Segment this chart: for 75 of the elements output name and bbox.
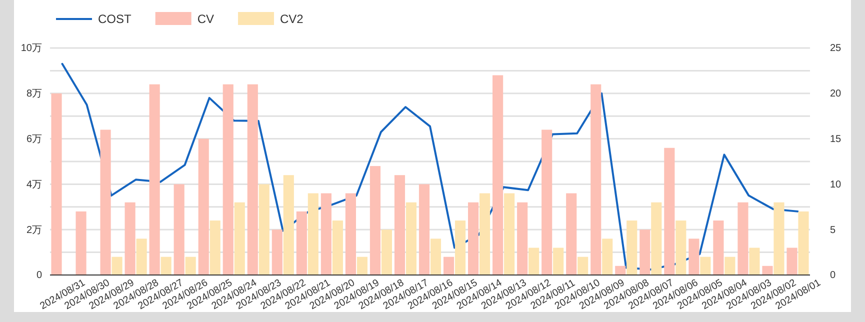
y-tick-label: 4万 [26, 179, 42, 190]
bar [774, 202, 784, 275]
y-tick-label: 2万 [26, 224, 42, 236]
bar [234, 202, 245, 275]
bar [381, 230, 392, 275]
bar [430, 238, 442, 275]
bar [553, 248, 564, 275]
bar [418, 184, 430, 275]
bar [517, 202, 528, 275]
bar [320, 193, 332, 275]
y2-tick-label: 10 [830, 179, 842, 190]
bar [406, 202, 417, 275]
bar [640, 230, 650, 275]
bar [76, 211, 86, 275]
bar [198, 138, 209, 275]
bar [504, 193, 515, 275]
bar [174, 184, 184, 275]
y2-tick-label: 25 [830, 43, 842, 54]
bar [798, 211, 809, 275]
y-tick-label: 10万 [20, 43, 42, 54]
bar [112, 256, 122, 275]
y-tick-label: 8万 [26, 88, 42, 100]
bar [283, 175, 294, 275]
y2-tick-label: 5 [830, 224, 836, 236]
bar [664, 148, 675, 275]
bar [479, 193, 490, 275]
bar [528, 248, 540, 275]
bar [443, 256, 454, 275]
y2-tick-label: 0 [830, 270, 836, 282]
bar [100, 130, 111, 275]
bar [149, 84, 160, 275]
bar [370, 166, 381, 275]
y-tick-label: 6万 [26, 134, 42, 145]
legend-label: CV [197, 12, 214, 26]
bar [724, 256, 736, 275]
bar [272, 230, 282, 275]
bar [296, 211, 307, 275]
bar [762, 266, 773, 275]
legend-label: CV2 [280, 12, 304, 26]
bar [210, 220, 220, 275]
bar [786, 248, 798, 275]
bar [590, 84, 602, 275]
y2-tick-label: 15 [830, 134, 842, 145]
bar [626, 220, 638, 275]
bar [578, 256, 588, 275]
bar [700, 256, 711, 275]
bar [185, 256, 196, 275]
bar [356, 256, 368, 275]
bar [258, 184, 270, 275]
bar [51, 93, 62, 275]
bar [738, 202, 748, 275]
bar [749, 248, 760, 275]
bar [454, 220, 466, 275]
bar [345, 193, 356, 275]
bar [308, 193, 318, 275]
bar [615, 266, 626, 275]
bar [651, 202, 662, 275]
bar [602, 238, 613, 275]
y2-tick-label: 20 [830, 88, 842, 100]
bar [688, 238, 700, 275]
bar [332, 220, 343, 275]
bar [468, 202, 479, 275]
bar [492, 75, 504, 275]
bar [124, 202, 136, 275]
bar [247, 84, 258, 275]
y-tick-label: 0 [36, 270, 42, 282]
legend-label: COST [98, 12, 132, 26]
bar [676, 220, 686, 275]
bar [566, 193, 577, 275]
bar [394, 175, 406, 275]
bar [160, 256, 172, 275]
bar [222, 84, 234, 275]
bar [136, 238, 147, 275]
bar [713, 220, 724, 275]
bar [542, 130, 552, 275]
